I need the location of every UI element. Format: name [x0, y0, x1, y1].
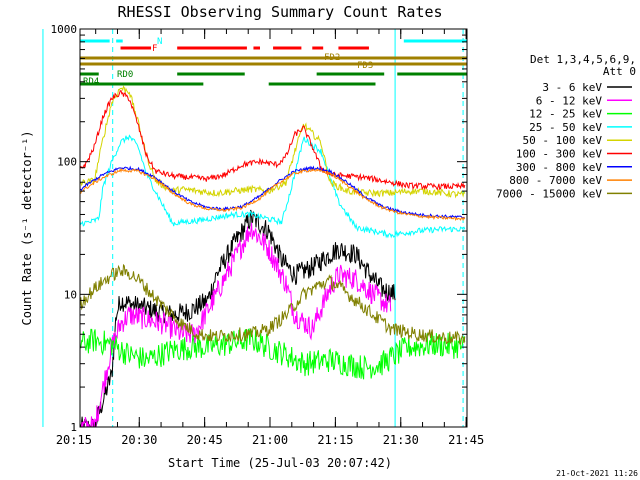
legend-label-7: 800 - 7000 keV — [509, 174, 602, 187]
y-tick-label-1: 10 — [64, 288, 77, 301]
series-line-7 — [80, 167, 466, 222]
y-axis-label: Count Rate (s⁻¹ detector⁻¹) — [20, 130, 34, 325]
y-tick-label-2: 100 — [57, 156, 77, 169]
series-line-5 — [79, 89, 466, 191]
y-axis: 1 10 100 1000 — [51, 23, 467, 434]
legend-label-5: 100 - 300 keV — [516, 148, 602, 161]
series-line-1 — [80, 222, 392, 428]
state-bar-label-5: RD4 — [83, 77, 99, 87]
series-line-3 — [79, 134, 466, 239]
x-tick-label-6: 21:45 — [448, 433, 484, 447]
x-tick-label-0: 20:15 — [56, 433, 92, 447]
y-tick-label-0: 1 — [70, 421, 77, 434]
legend-label-1: 6 - 12 keV — [536, 94, 603, 107]
y-tick-label-3: 1000 — [51, 23, 78, 36]
state-bar-label-1: F — [152, 44, 157, 54]
state-bar-label-4: RD0 — [117, 70, 133, 80]
legend-label-8: 7000 - 15000 keV — [496, 187, 602, 200]
legend-label-6: 300 - 800 keV — [516, 161, 602, 174]
x-tick-label-4: 21:15 — [317, 433, 353, 447]
legend-label-4: 50 - 100 keV — [523, 134, 603, 147]
plot-frame — [79, 28, 468, 428]
series-line-0 — [79, 209, 396, 428]
state-bar-label-3: FD3 — [357, 61, 373, 71]
legend-title-1: Att 0 — [603, 65, 636, 78]
legend-title-0: Det 1,3,4,5,6,9, — [530, 53, 636, 66]
x-tick-label-2: 20:45 — [187, 433, 223, 447]
state-bar-label-0: N — [157, 37, 162, 47]
x-tick-label-1: 20:30 — [121, 433, 157, 447]
series-lines — [79, 85, 466, 428]
legend-label-0: 3 - 6 keV — [542, 81, 602, 94]
series-line-2 — [79, 327, 466, 380]
footer-timestamp: 21-Oct-2021 11:26 — [556, 469, 638, 478]
x-tick-label-3: 21:00 — [252, 433, 288, 447]
chart-title: RHESSI Observing Summary Count Rates — [117, 3, 442, 21]
state-bars: NF FD2 FD3 RD0 RD4 — [80, 37, 467, 87]
series-line-8 — [79, 263, 466, 345]
x-axis: 20:15 20:30 20:45 21:00 21:15 21:30 21:45 — [56, 29, 484, 447]
legend-label-2: 12 - 25 keV — [529, 108, 602, 121]
x-tick-label-5: 21:30 — [383, 433, 419, 447]
legend-label-3: 25 - 50 keV — [529, 121, 602, 134]
x-axis-label: Start Time (25-Jul-03 20:07:42) — [168, 456, 392, 470]
state-bar-label-2: FD2 — [324, 53, 340, 63]
